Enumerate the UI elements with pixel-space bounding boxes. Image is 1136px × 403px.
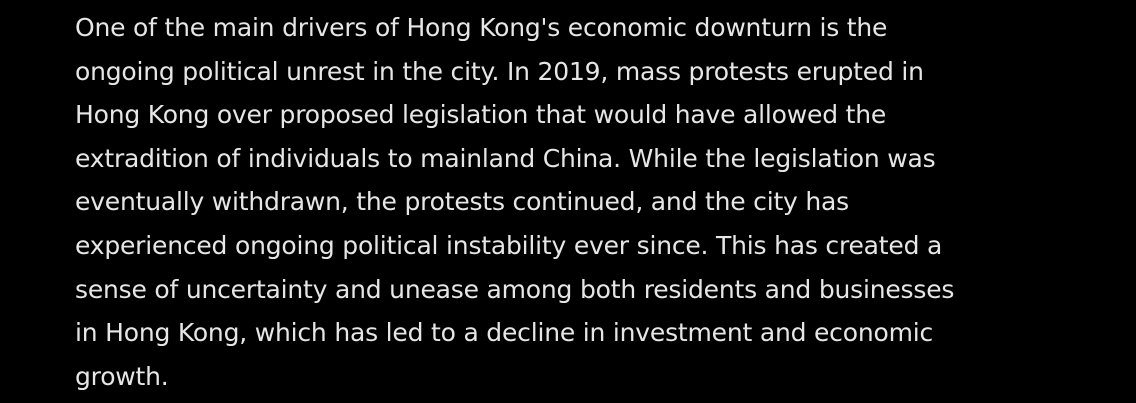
text-line: in Hong Kong, which has led to a decline…: [75, 318, 934, 348]
text-line: growth.: [75, 361, 169, 391]
text-line: experienced ongoing political instabilit…: [75, 230, 943, 260]
text-line: extradition of individuals to mainland C…: [75, 143, 936, 173]
text-line: Hong Kong over proposed legislation that…: [75, 100, 887, 130]
text-line: One of the main drivers of Hong Kong's e…: [75, 13, 888, 42]
text-line: eventually withdrawn, the protests conti…: [75, 187, 849, 217]
text-line: ongoing political unrest in the city. In…: [75, 56, 924, 86]
message-text: One of the main drivers of Hong Kong's e…: [75, 6, 1115, 398]
text-line: sense of uncertainty and unease among bo…: [75, 274, 955, 304]
